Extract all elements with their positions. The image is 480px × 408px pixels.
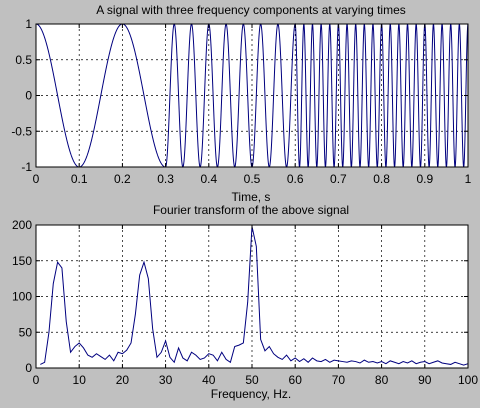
fourier-plot-ticks: 0 10 20 30 40 50 60 70 80 90 100 0 50 100 150 200 — [12, 218, 478, 387]
fourier-plot: Fourier transform of the above signal 0 1… — [12, 203, 478, 401]
fourier-plot-ytick-label: 50 — [19, 325, 33, 339]
fourier-plot-xtick-label: 70 — [332, 373, 346, 387]
signal-plot-xtick-label: 1 — [465, 172, 472, 186]
signal-plot-xtick-label: 0 — [33, 172, 40, 186]
fourier-plot-grid — [36, 225, 468, 368]
fourier-plot-ytick-label: 100 — [12, 290, 32, 304]
fourier-plot-ytick-label: 150 — [12, 254, 32, 268]
signal-plot-ytick-label: -1 — [21, 160, 32, 174]
fourier-plot-title: Fourier transform of the above signal — [153, 203, 349, 217]
fourier-plot-xtick-label: 80 — [375, 373, 389, 387]
signal-plot-xlabel: Time, s — [232, 190, 271, 204]
signal-plot-xtick-label: 0.6 — [287, 172, 304, 186]
signal-plot-xtick-label: 0.5 — [244, 172, 261, 186]
fourier-plot-ytick-label: 0 — [25, 361, 32, 375]
fourier-plot-series — [40, 226, 469, 366]
fourier-plot-xtick-label: 90 — [418, 373, 432, 387]
signal-plot-xtick-label: 0.3 — [157, 172, 174, 186]
signal-plot: A signal with three frequency components… — [11, 3, 471, 204]
fourier-plot-ytick-label: 200 — [12, 218, 32, 232]
signal-plot-xtick-label: 0.1 — [71, 172, 88, 186]
signal-plot-ytick-label: 1 — [25, 17, 32, 31]
fourier-plot-xlabel: Frequency, Hz. — [211, 387, 291, 401]
fourier-plot-xtick-label: 10 — [73, 373, 87, 387]
fourier-plot-xtick-label: 40 — [202, 373, 216, 387]
signal-plot-xtick-label: 0.2 — [114, 172, 131, 186]
fourier-plot-xtick-label: 20 — [116, 373, 130, 387]
signal-plot-title: A signal with three frequency components… — [96, 3, 406, 17]
signal-plot-ytick-label: -0.5 — [11, 124, 32, 138]
signal-plot-xtick-label: 0.4 — [200, 172, 217, 186]
fourier-plot-xtick-label: 60 — [289, 373, 303, 387]
signal-plot-ytick-label: 0 — [25, 89, 32, 103]
signal-plot-xtick-label: 0.9 — [416, 172, 433, 186]
fourier-plot-xtick-label: 30 — [159, 373, 173, 387]
fourier-plot-xtick-label: 100 — [458, 373, 478, 387]
fourier-plot-xtick-label: 0 — [33, 373, 40, 387]
signal-plot-xtick-label: 0.8 — [373, 172, 390, 186]
fourier-plot-line — [40, 226, 469, 366]
signal-plot-ytick-label: 0.5 — [15, 53, 32, 67]
signal-plot-xtick-label: 0.7 — [330, 172, 347, 186]
fourier-plot-xtick-label: 50 — [245, 373, 259, 387]
signal-plot-ticks: 0 0.1 0.2 0.3 0.4 0.5 0.6 0.7 0.8 0.9 1 -1 -0.5 0 0.5 1 — [11, 17, 471, 186]
